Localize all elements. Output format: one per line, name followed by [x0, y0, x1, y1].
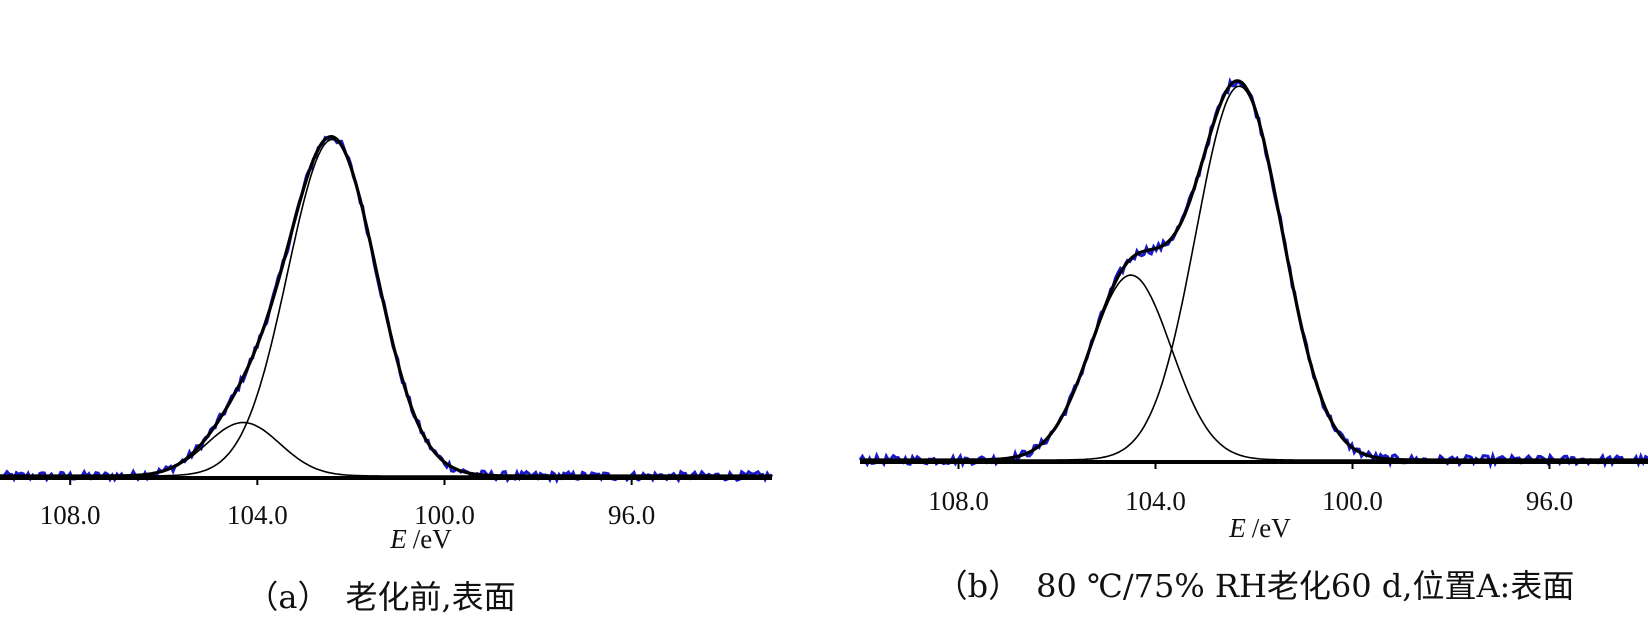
component-peak-2-line [0, 421, 772, 477]
component-peak-1-line [860, 85, 1648, 461]
x-tick-label: 108.0 [40, 500, 101, 530]
panel-b: 108.0 104.0 100.0 96.0 E/eV （b） 80 ℃/75% RH… [858, 77, 1648, 605]
panel-a-x-axis-label: E/eV [389, 524, 452, 554]
panel-b-ticks: 108.0 104.0 100.0 96.0 [928, 460, 1573, 516]
panel-b-x-axis-label: E/eV [1228, 513, 1291, 543]
x-tick-label: 96.0 [608, 500, 655, 530]
x-tick-label: 100.0 [414, 500, 475, 530]
x-tick-label: 100.0 [1322, 486, 1383, 516]
panel-b-series [858, 77, 1648, 470]
raw-data-line [858, 77, 1648, 470]
envelope-fit-line [860, 79, 1648, 462]
panel-a-series [0, 134, 774, 485]
panel-a-ticks: 108.0 104.0 100.0 96.0 [40, 476, 655, 530]
x-tick-label: 108.0 [928, 486, 989, 516]
x-tick-label: 104.0 [227, 500, 288, 530]
panel-a: 108.0 104.0 100.0 96.0 E/eV （a） 老化前,表面 [0, 134, 774, 616]
panel-a-caption: （a） 老化前,表面 [246, 578, 515, 616]
x-tick-label: 104.0 [1125, 486, 1186, 516]
component-peak-2-line [860, 274, 1648, 461]
x-tick-label: 96.0 [1526, 486, 1573, 516]
panel-b-caption: （b） 80 ℃/75% RH老化60 d,位置A:表面 [936, 567, 1575, 605]
